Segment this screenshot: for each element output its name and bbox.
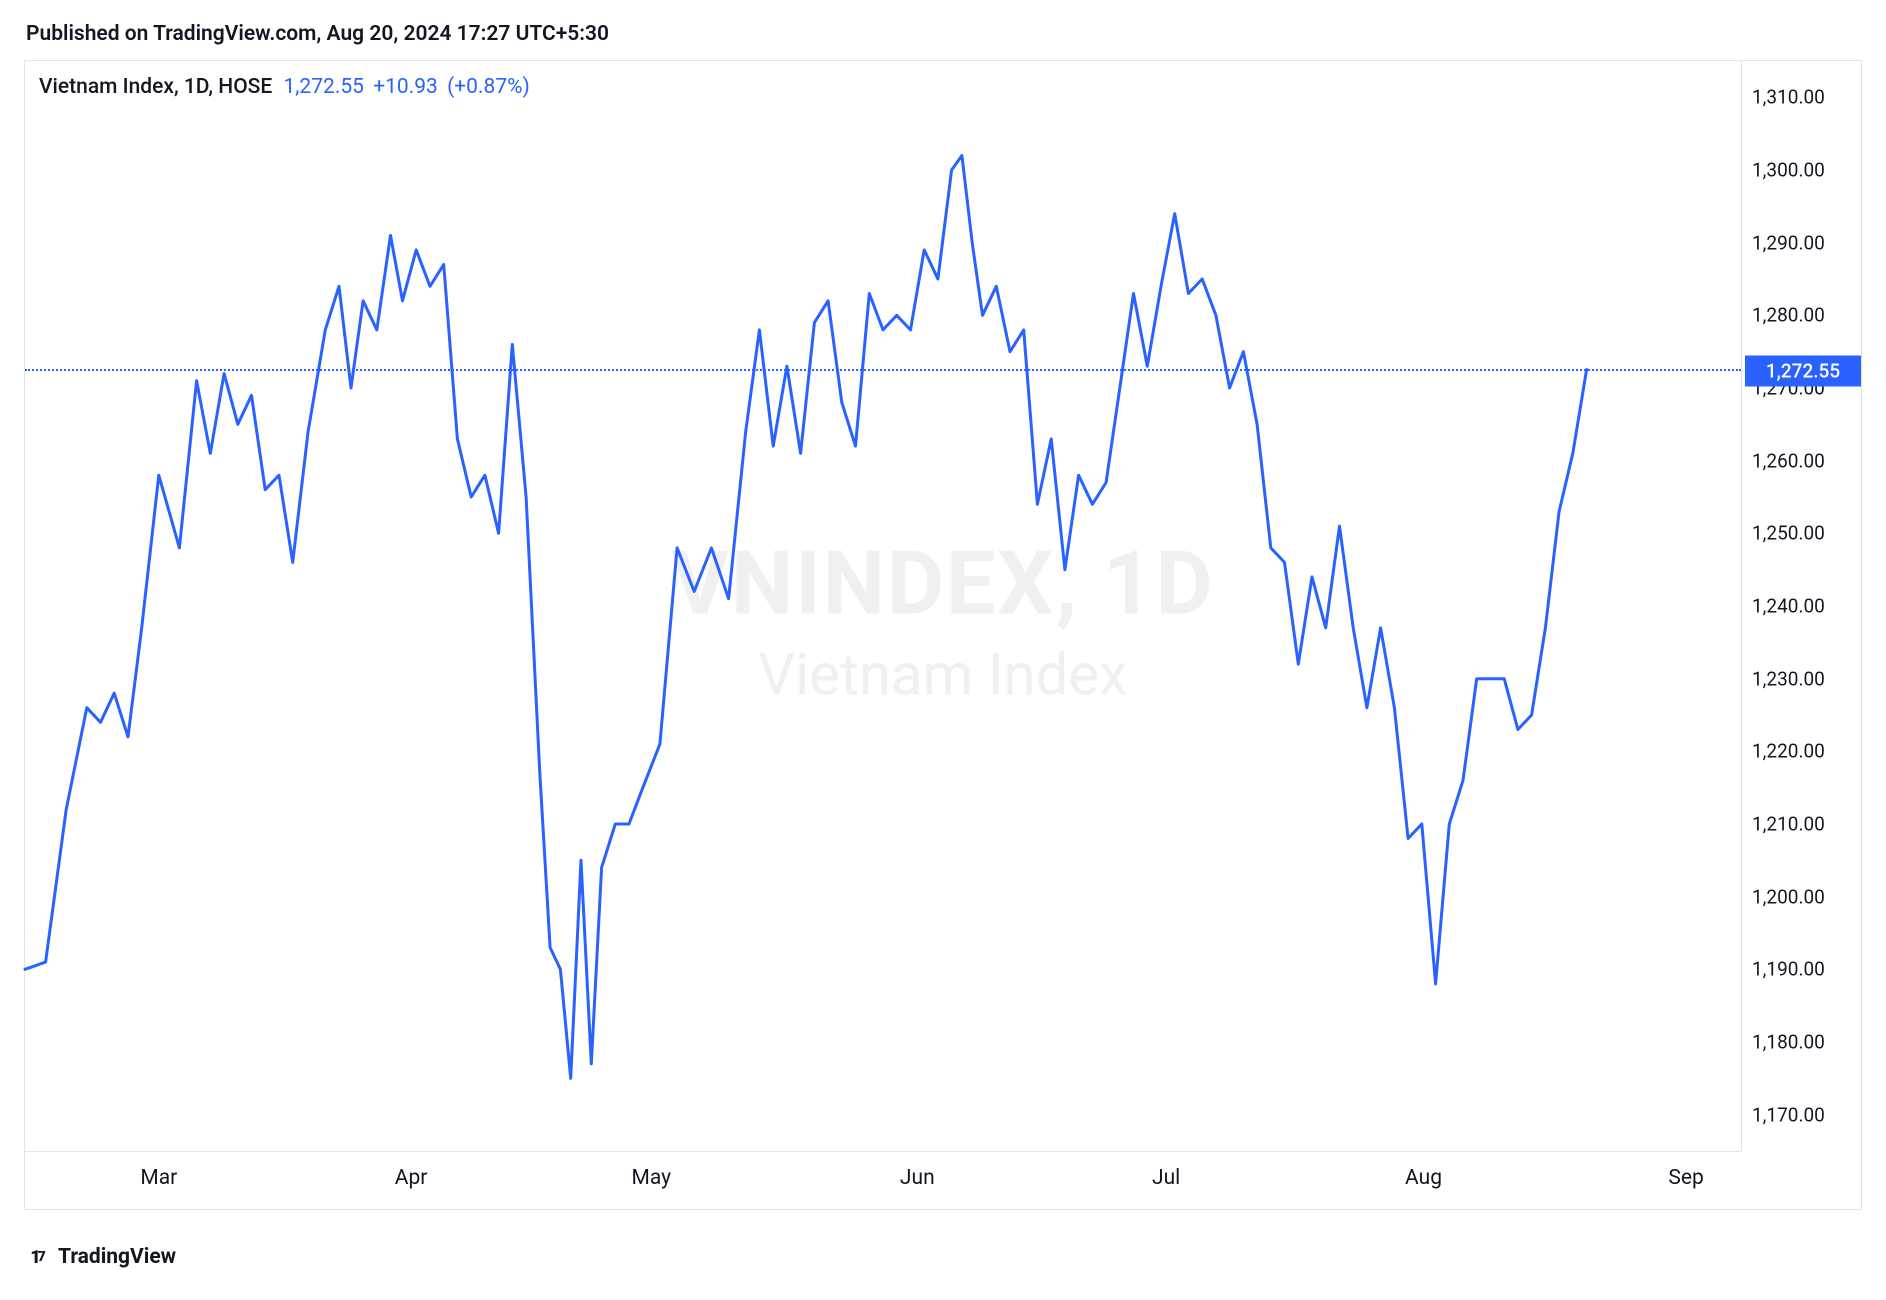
current-price-badge: 1,272.55 [1745,356,1861,387]
x-tick: Jul [1152,1166,1180,1190]
y-tick: 1,290.00 [1752,231,1825,254]
y-tick: 1,180.00 [1752,1031,1825,1054]
legend-change-abs: +10.93 [373,75,438,99]
y-tick: 1,250.00 [1752,522,1825,545]
y-tick: 1,310.00 [1752,86,1825,109]
y-tick: 1,190.00 [1752,958,1825,981]
x-tick: Sep [1668,1166,1703,1190]
y-tick: 1,220.00 [1752,740,1825,763]
y-tick: 1,280.00 [1752,304,1825,327]
y-tick: 1,170.00 [1752,1103,1825,1126]
chart-container: Vietnam Index, 1D, HOSE 1,272.55 +10.93 … [24,60,1862,1210]
plot-area[interactable]: 1,272.55 [25,61,1741,1151]
chart-legend: Vietnam Index, 1D, HOSE 1,272.55 +10.93 … [39,75,530,99]
footer-brand: 17 TradingView [24,1244,176,1270]
x-tick: May [632,1166,672,1190]
x-tick: Mar [140,1166,177,1190]
y-tick: 1,210.00 [1752,813,1825,836]
x-tick: Aug [1405,1166,1442,1190]
y-axis[interactable]: 1,170.00 1,180.00 1,190.00 1,200.00 1,210.00… [1741,61,1861,1151]
legend-name: Vietnam Index, 1D, HOSE [39,75,272,99]
y-tick: 1,230.00 [1752,667,1825,690]
x-tick: Apr [395,1166,428,1190]
legend-change-pct: (+0.87%) [447,75,530,99]
x-axis[interactable]: Mar Apr May Jun Jul Aug Sep [25,1151,1741,1209]
y-tick: 1,300.00 [1752,159,1825,182]
legend-price: 1,272.55 [283,75,363,99]
tradingview-logo-icon: 17 [24,1244,50,1270]
x-tick: Jun [900,1166,935,1190]
price-line-chart [25,61,1741,1151]
y-tick: 1,260.00 [1752,449,1825,472]
y-tick: 1,240.00 [1752,595,1825,618]
y-tick: 1,200.00 [1752,885,1825,908]
footer-brand-text: TradingView [58,1245,176,1269]
published-header: Published on TradingView.com, Aug 20, 20… [0,0,1886,56]
published-text: Published on TradingView.com, Aug 20, 20… [26,22,609,46]
